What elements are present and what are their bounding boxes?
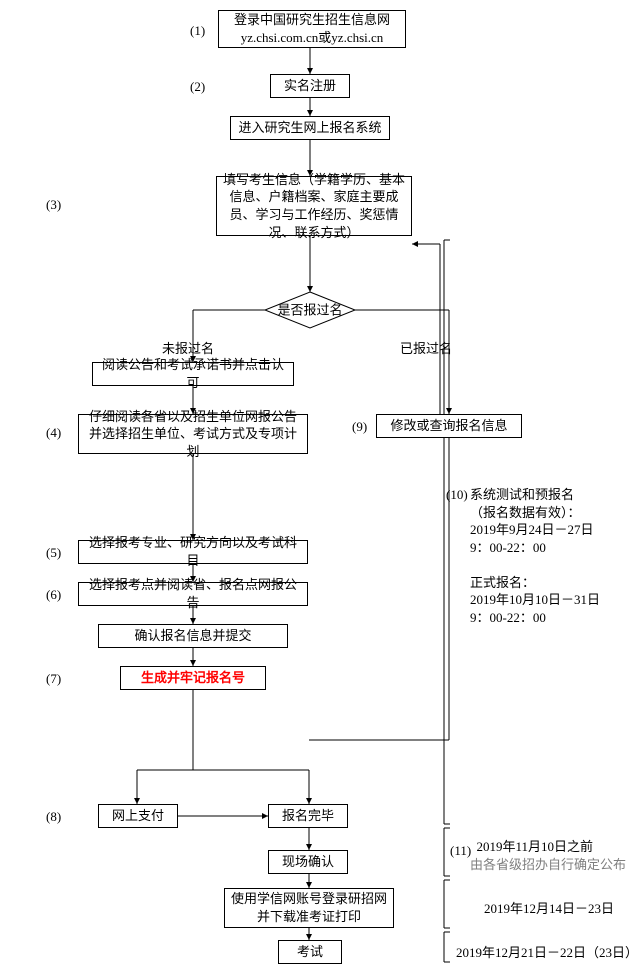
step-8: (8) [46,808,61,826]
node-pay-online: 网上支付 [98,804,178,828]
node-register: 实名注册 [270,74,350,98]
node-login-line1: 登录中国研究生招生信息网 [234,11,390,29]
step-6: (6) [46,586,61,604]
node-select-site: 选择报考点并阅读省、报名点网报公告 [78,582,308,606]
step-11: (11) [450,842,471,860]
node-modify-query: 修改或查询报名信息 [376,414,522,438]
node-enter-system: 进入研究生网上报名系统 [230,116,390,140]
step-10: (10) [446,486,468,504]
node-download-admit: 使用学信网账号登录研招网 并下载准考证打印 [224,888,394,928]
node-select-major: 选择报考专业、研究方向以及考试科目 [78,540,308,564]
step-4: (4) [46,424,61,442]
label-branch-left: 未报过名 [162,340,214,358]
step-9: (9) [352,418,367,436]
step-5: (5) [46,544,61,562]
node-read-province: 仔细阅读各省以及招生单位网报公告并选择招生单位、考试方式及专项计划 [78,414,308,454]
step-3: (3) [46,196,61,214]
annotation-10: 系统测试和预报名 （报名数据有效）： 2019年9月24日－27日 9：00-2… [470,486,600,626]
node-confirm: 确认报名信息并提交 [98,624,288,648]
node-confirm-onsite: 现场确认 [268,850,348,874]
node-login: 登录中国研究生招生信息网 yz.chsi.com.cn或yz.chsi.cn [218,10,406,48]
node-complete: 报名完毕 [268,804,348,828]
step-1: (1) [190,22,205,40]
svg-text:是否报过名: 是否报过名 [277,303,342,318]
label-branch-right: 已报过名 [400,340,452,358]
annotation-12: 2019年12月14日－23日 [484,900,614,918]
step-2: (2) [190,78,205,96]
step-7: (7) [46,670,61,688]
node-generate-id: 生成并牢记报名号 [120,666,266,690]
annotation-13: 2019年12月21日－22日（23日） [456,944,629,962]
node-fill-info: 填写考生信息（学籍学历、基本信息、户籍档案、家庭主要成员、学习与工作经历、奖惩情… [216,176,412,236]
node-login-line2: yz.chsi.com.cn或yz.chsi.cn [234,29,390,47]
node-read-notice: 阅读公告和考试承诺书并点击认可 [92,362,294,386]
annotation-11: 2019年11月10日之前 由各省级招办自行确定公布 [470,838,626,873]
node-exam: 考试 [278,940,342,964]
